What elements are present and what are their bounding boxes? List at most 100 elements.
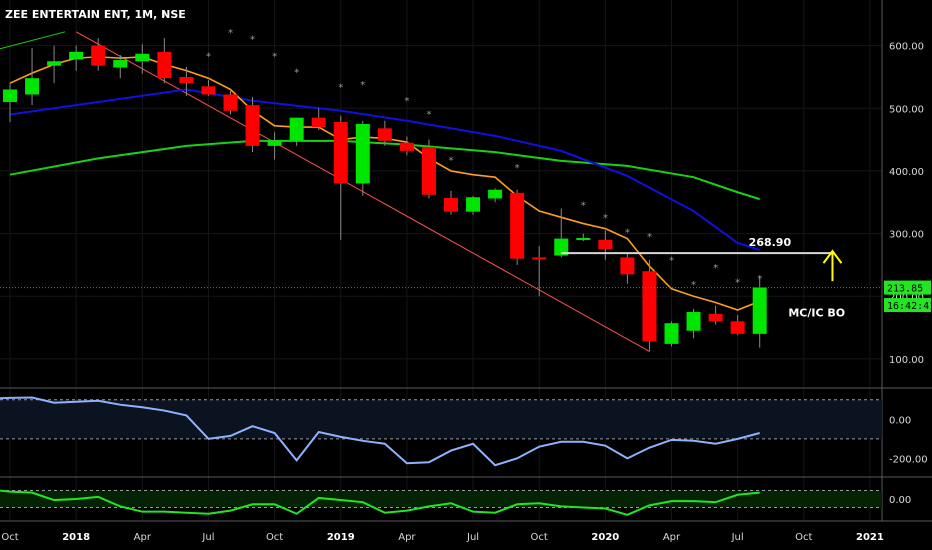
candle[interactable] <box>3 83 17 123</box>
candle-body-down <box>311 117 326 128</box>
candle[interactable] <box>664 321 679 347</box>
x-tick-label: Oct <box>266 532 283 543</box>
candle-body-up <box>488 189 503 199</box>
candle[interactable] <box>444 190 458 215</box>
candle-body-up <box>664 323 679 344</box>
x-tick-label: Jul <box>201 532 214 543</box>
candle[interactable] <box>686 308 701 339</box>
candle-body-down <box>377 128 392 141</box>
star-marker: * <box>294 68 299 79</box>
y-tick-label: 400.00 <box>889 167 924 178</box>
candle-body-up <box>113 60 128 68</box>
candle[interactable] <box>554 208 569 258</box>
x-tick-label: 2020 <box>591 532 619 543</box>
star-marker: * <box>250 34 255 45</box>
x-tick-label: Apr <box>663 532 681 543</box>
x-axis[interactable]: Oct 2018 Apr Jul Oct 2019 Apr Jul Oct 2020 Apr Jul O… <box>1 532 884 543</box>
y-tick-label: 200.00 <box>889 292 924 303</box>
trendline <box>0 31 66 50</box>
x-tick-label: 2021 <box>856 532 884 543</box>
candle[interactable] <box>69 45 84 71</box>
candle-body-down <box>157 51 172 79</box>
chart-title: ZEE ENTERTAIN ENT, 1M, NSE <box>5 8 186 21</box>
candle[interactable] <box>466 196 481 215</box>
up-arrow-icon <box>822 249 843 282</box>
price-tag-label: 16:42:41 <box>887 301 932 312</box>
candle[interactable] <box>135 44 150 74</box>
candle[interactable] <box>179 66 194 96</box>
candle-body-down <box>532 257 547 260</box>
candle[interactable] <box>333 115 348 240</box>
candles[interactable] <box>3 38 767 352</box>
candle[interactable] <box>377 120 392 146</box>
markers: * * * * * * * * * * * * * * * * * * * * * <box>162 11 762 291</box>
candle[interactable] <box>752 276 767 348</box>
star-marker: * <box>426 110 431 121</box>
candle[interactable] <box>267 132 282 160</box>
osc-band <box>0 399 882 439</box>
candle[interactable] <box>311 108 326 131</box>
candle[interactable] <box>708 305 723 325</box>
candle[interactable] <box>488 188 503 203</box>
candle-body-up <box>25 78 40 95</box>
osc-tick-label: 0.00 <box>889 495 911 506</box>
candle-body-up <box>554 238 569 256</box>
candle[interactable] <box>47 45 62 84</box>
candle[interactable] <box>730 315 745 336</box>
candle-body-down <box>510 192 525 259</box>
x-tick-label: Apr <box>134 532 152 543</box>
osc-tick-label: 0.00 <box>889 415 911 426</box>
candle[interactable] <box>201 80 216 96</box>
price-tag <box>884 298 931 313</box>
x-tick-label: Jul <box>731 532 744 543</box>
candle[interactable] <box>532 246 547 297</box>
candle[interactable] <box>113 55 128 79</box>
candle[interactable] <box>289 117 304 146</box>
oscillators <box>0 396 882 516</box>
candle[interactable] <box>25 48 40 106</box>
candle-body-down <box>179 76 194 84</box>
star-marker: * <box>162 11 167 22</box>
levels: 268.90 MC/IC BO <box>0 236 882 319</box>
osc-tick-label: -200.00 <box>889 454 928 465</box>
y-axis[interactable]: 0.00 -200.00 0.00 100.00 200.00 300.00 400.00 5… <box>884 42 932 506</box>
candle[interactable] <box>598 230 613 260</box>
candle[interactable] <box>223 90 238 115</box>
candle[interactable] <box>620 252 635 284</box>
candle-body-down <box>730 321 745 334</box>
candle[interactable] <box>91 38 106 71</box>
candle[interactable] <box>157 38 172 84</box>
candle-body-up <box>47 61 62 66</box>
candle[interactable] <box>399 136 414 156</box>
candle-body-down <box>421 147 436 195</box>
star-marker: * <box>206 51 211 62</box>
candle-body-up <box>3 89 17 102</box>
star-marker: * <box>272 51 277 62</box>
x-tick-label: 2019 <box>327 532 355 543</box>
ema-mid-line <box>9 88 760 251</box>
x-tick-label: Jul <box>466 532 479 543</box>
price-tag-label: 213.85 <box>887 284 923 295</box>
candle[interactable] <box>576 233 591 242</box>
candle-body-down <box>333 122 348 184</box>
candle[interactable] <box>642 259 657 352</box>
candle-body-up <box>576 237 591 240</box>
candle-body-up <box>686 311 701 331</box>
candle[interactable] <box>421 139 436 199</box>
x-tick-label: Oct <box>531 532 548 543</box>
x-tick-label: 2018 <box>62 532 90 543</box>
candle-body-down <box>399 142 414 151</box>
candle[interactable] <box>355 120 370 196</box>
candle[interactable] <box>510 189 525 265</box>
star-marker: * <box>757 274 762 285</box>
candle[interactable] <box>245 96 260 153</box>
star-marker: * <box>603 213 608 224</box>
candle-body-up <box>355 123 370 184</box>
candle-body-down <box>223 94 238 111</box>
star-marker: * <box>404 96 409 107</box>
star-marker: * <box>647 232 652 243</box>
x-tick-label: Oct <box>795 532 812 543</box>
candle-body-down <box>444 197 458 212</box>
y-tick-label: 100.00 <box>889 355 924 366</box>
